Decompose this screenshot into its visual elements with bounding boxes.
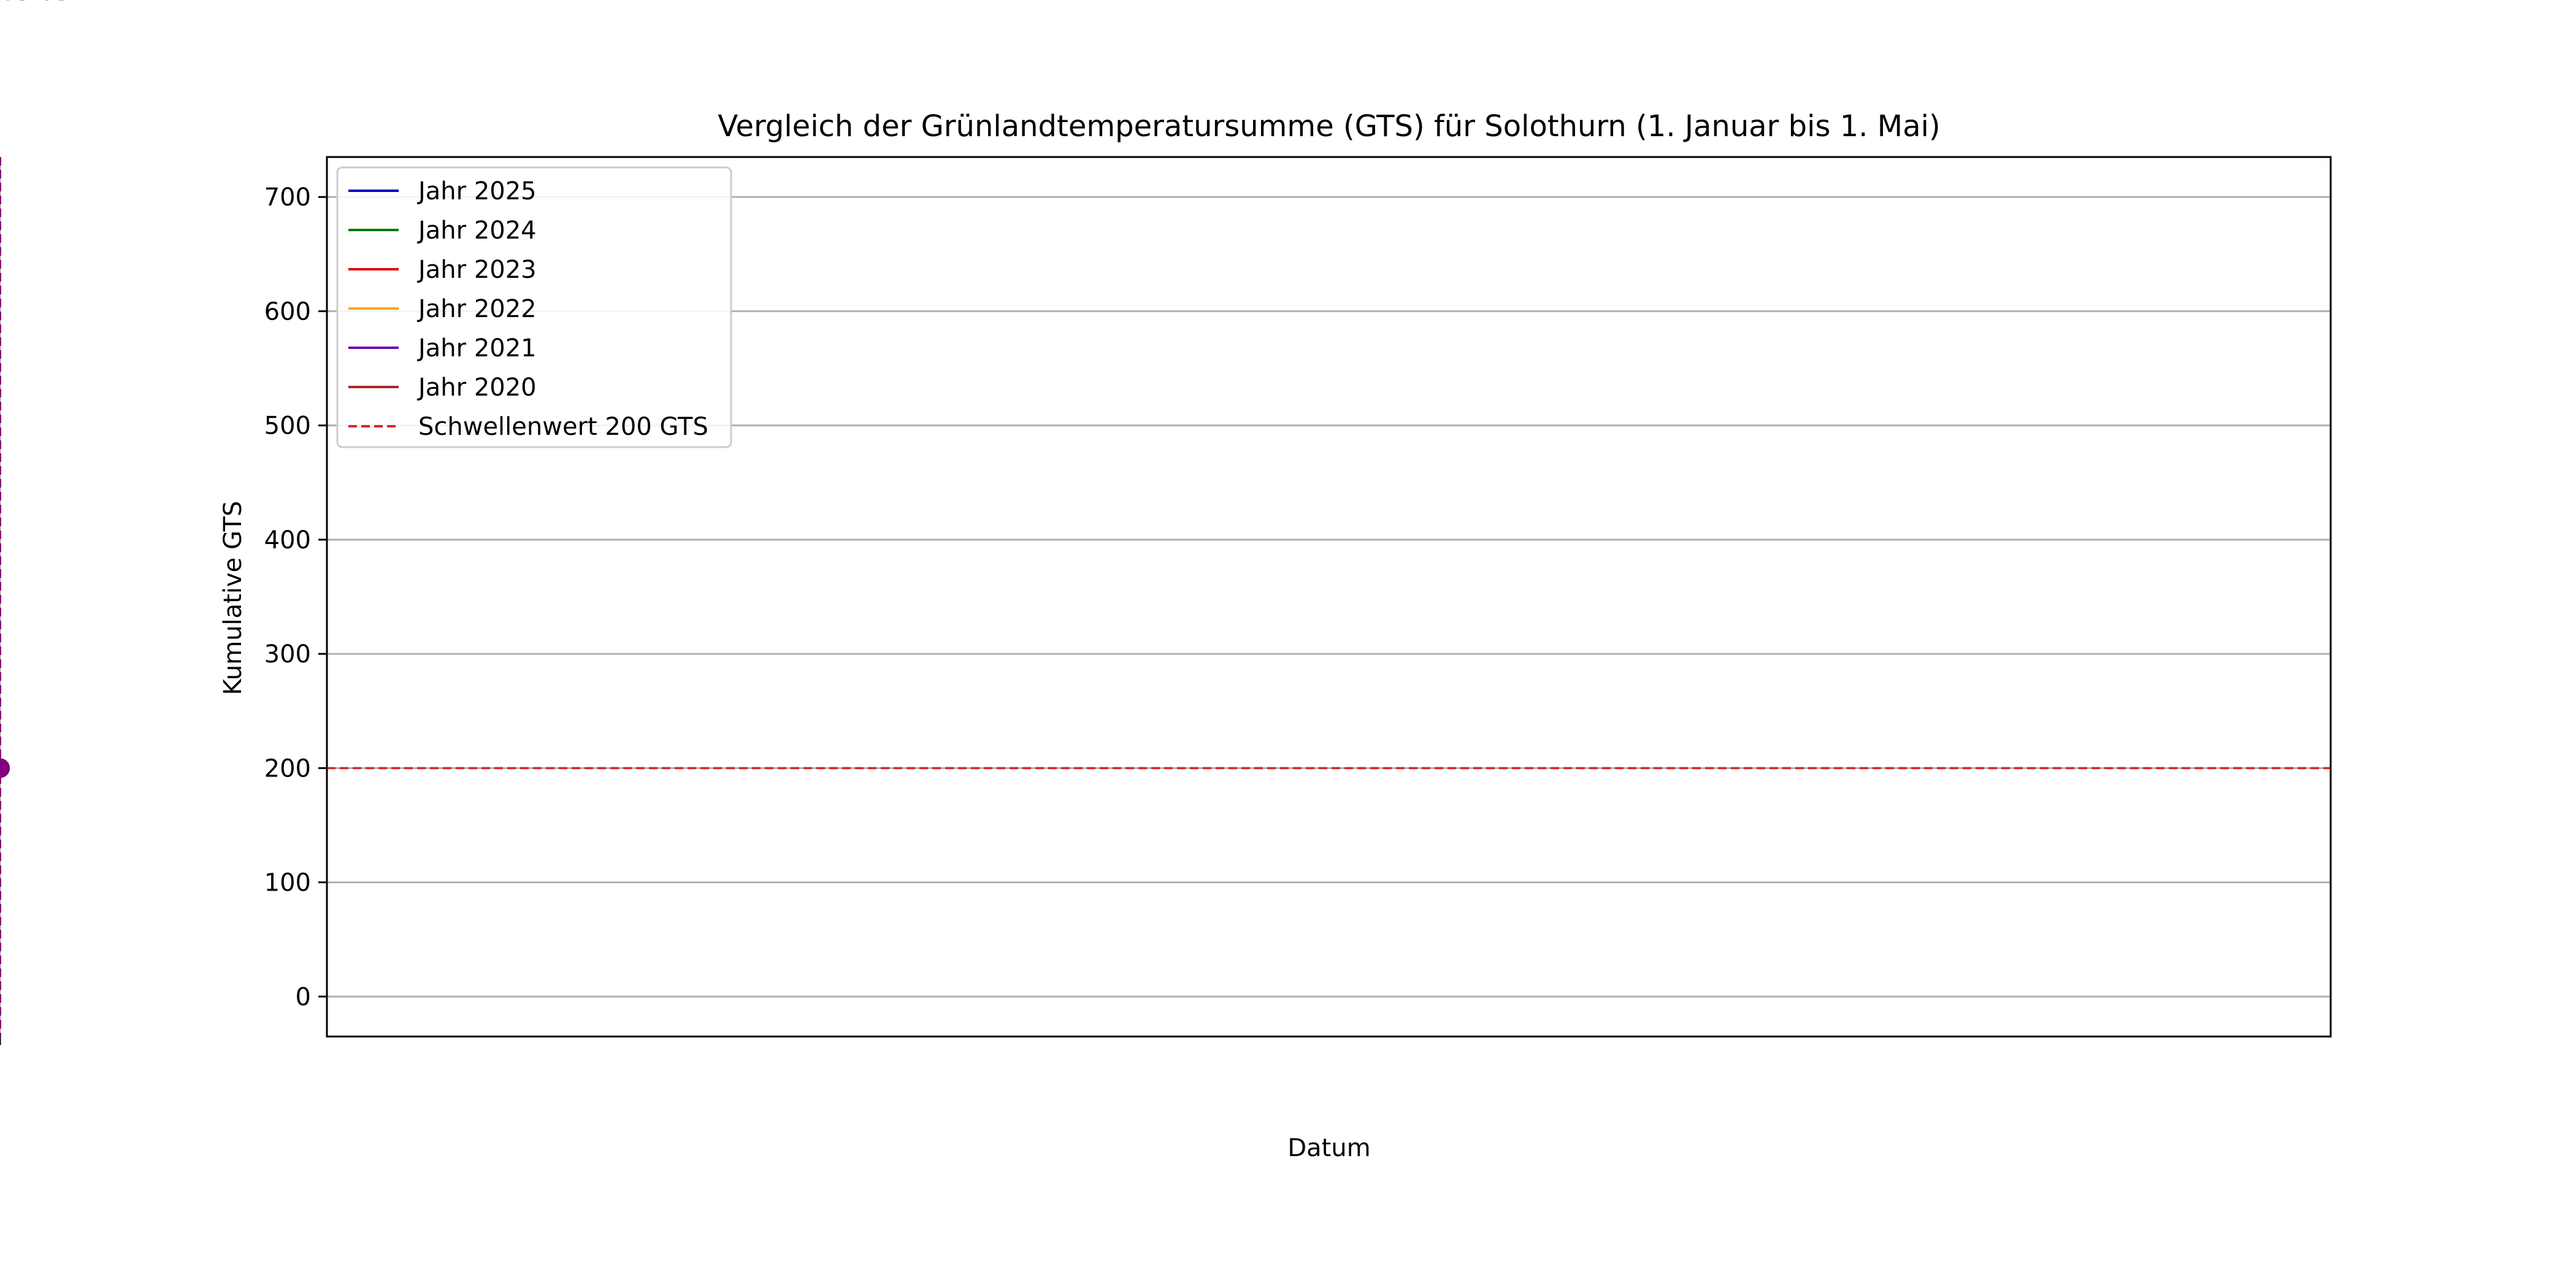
chart-title: Vergleich der Grünlandtemperatursumme (G… bbox=[718, 109, 1940, 144]
legend-label: Jahr 2020 bbox=[416, 374, 537, 402]
crossing-label: 21.03. bbox=[0, 0, 78, 6]
y-tick-label: 100 bbox=[264, 869, 311, 897]
legend-label: Jahr 2023 bbox=[416, 256, 537, 284]
y-axis-label: Kumulative GTS bbox=[219, 501, 247, 696]
legend-label: Jahr 2021 bbox=[416, 334, 537, 362]
legend-label: Jahr 2022 bbox=[416, 295, 537, 323]
crossing-label: 25.03. bbox=[0, 0, 78, 6]
legend-label: Jahr 2024 bbox=[416, 217, 537, 245]
y-tick-label: 0 bbox=[296, 983, 311, 1011]
y-tick-label: 200 bbox=[264, 754, 311, 783]
crossing-label: 11.03. bbox=[0, 0, 78, 6]
y-tick-label: 700 bbox=[264, 183, 311, 212]
y-tick-label: 400 bbox=[264, 526, 311, 554]
x-axis-label: Datum bbox=[1287, 1134, 1370, 1162]
y-tick-label: 300 bbox=[264, 640, 311, 669]
crossing-label: 05.03. bbox=[0, 0, 78, 6]
y-tick-label: 600 bbox=[264, 297, 311, 326]
crossing-marker bbox=[0, 758, 10, 778]
crossing-markers: 05.03.11.03.19.03.21.03.25.03. bbox=[0, 0, 78, 778]
legend: Jahr 2025 Jahr 2024 Jahr 2023 Jahr 2022 Jahr… bbox=[336, 166, 732, 448]
crossing-label: 19.03. bbox=[0, 0, 78, 6]
y-tick-label: 500 bbox=[264, 412, 311, 440]
legend-label: Schwellenwert 200 GTS bbox=[418, 413, 708, 441]
axis-ticks: 010020030040050060070014.01.29.01.13.02.… bbox=[0, 183, 327, 1045]
plot-frame bbox=[326, 156, 2332, 1038]
legend-label: Jahr 2025 bbox=[416, 177, 537, 205]
legend-box bbox=[336, 166, 732, 448]
